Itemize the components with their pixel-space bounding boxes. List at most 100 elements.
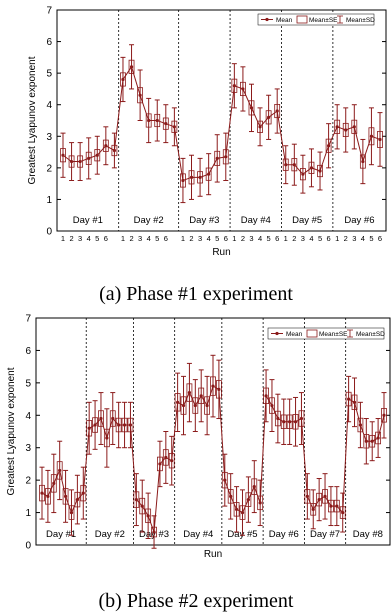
mean-marker xyxy=(270,403,274,408)
y-axis-label: Greatest Lyapunov exponent xyxy=(27,56,38,184)
run-tick-label: 6 xyxy=(104,234,108,243)
se-box xyxy=(192,397,199,414)
x-axis-label: Run xyxy=(212,247,230,258)
mean-marker xyxy=(335,504,339,508)
se-box xyxy=(210,376,216,396)
mean-marker xyxy=(258,125,262,129)
y-tick-label: 5 xyxy=(25,378,31,389)
se-box xyxy=(274,410,281,427)
day-label: Day #3 xyxy=(189,215,219,226)
mean-marker xyxy=(344,128,348,132)
run-tick-label: 6 xyxy=(378,234,382,243)
mean-marker xyxy=(63,494,68,498)
mean-marker xyxy=(104,144,108,148)
se-box xyxy=(137,87,144,104)
se-box xyxy=(299,168,306,181)
se-box xyxy=(56,461,63,480)
se-box xyxy=(92,417,98,433)
mean-marker xyxy=(246,498,250,502)
se-box xyxy=(85,151,92,165)
mean-marker xyxy=(81,491,85,495)
run-tick-label: 4 xyxy=(258,234,262,243)
se-box xyxy=(157,456,163,472)
se-box xyxy=(50,474,57,493)
se-box xyxy=(239,505,246,520)
se-box xyxy=(240,81,246,96)
legend-se-label: Mean±SE xyxy=(319,331,348,338)
mean-marker xyxy=(147,118,151,123)
se-box xyxy=(139,497,146,515)
legend-se-swatch xyxy=(296,15,308,24)
se-box xyxy=(186,383,193,402)
se-box xyxy=(342,122,349,138)
legend-mean-label: Mean xyxy=(286,331,303,338)
legend-mean-marker xyxy=(265,17,269,22)
mean-marker xyxy=(152,530,156,534)
day-label: Day #2 xyxy=(134,215,164,226)
y-tick-label: 7 xyxy=(46,6,52,17)
se-box xyxy=(322,489,328,504)
se-box xyxy=(381,408,387,423)
se-box xyxy=(351,394,358,411)
se-box xyxy=(162,449,169,466)
se-box xyxy=(375,431,382,445)
mean-marker xyxy=(323,494,327,498)
mean-marker xyxy=(364,439,368,443)
mean-marker xyxy=(361,159,365,164)
mean-marker xyxy=(275,109,279,113)
mean-marker xyxy=(215,156,219,160)
mean-marker xyxy=(249,106,254,110)
run-tick-label: 4 xyxy=(309,234,313,243)
se-box xyxy=(174,393,181,412)
se-box xyxy=(205,167,212,181)
run-tick-label: 4 xyxy=(207,234,211,243)
se-box xyxy=(310,503,317,516)
run-tick-label: 5 xyxy=(318,234,322,243)
mean-marker xyxy=(341,510,345,515)
run-tick-label: 3 xyxy=(198,234,202,243)
se-box xyxy=(316,492,323,507)
mean-marker xyxy=(199,394,203,398)
run-tick-label: 6 xyxy=(327,234,331,243)
se-box xyxy=(248,100,255,116)
se-box xyxy=(44,488,51,505)
plot-frame xyxy=(56,9,387,232)
se-box xyxy=(162,117,169,130)
mean-marker xyxy=(301,172,305,176)
se-box xyxy=(257,120,263,133)
run-tick-label: 3 xyxy=(138,234,142,243)
mean-marker xyxy=(87,426,91,430)
day-label: Day #6 xyxy=(344,215,374,226)
mean-marker xyxy=(229,494,233,498)
day-label: Day #1 xyxy=(73,215,103,226)
plot-frame xyxy=(35,317,391,546)
mean-marker xyxy=(46,494,50,498)
chart-panel-b: 0 1 2 3 4 5 6 7 Greatest Lyapunov exponent Day #1… xyxy=(6,314,391,560)
legend: Mean Mean±SE Mean±SD xyxy=(267,327,385,340)
se-box xyxy=(80,484,87,502)
mean-marker xyxy=(140,504,144,508)
mean-marker xyxy=(189,175,194,179)
day-label: Day #4 xyxy=(241,215,271,226)
day-label: Day #1 xyxy=(46,529,76,540)
se-box xyxy=(180,396,187,415)
mean-marker xyxy=(240,510,245,515)
mean-marker xyxy=(129,65,134,69)
day-label: Day #2 xyxy=(95,529,125,540)
mean-marker xyxy=(99,416,103,421)
mean-marker xyxy=(128,423,133,427)
mean-marker xyxy=(211,384,215,388)
run-tick-label: 2 xyxy=(241,234,245,243)
mean-marker xyxy=(224,155,228,159)
se-box xyxy=(60,148,66,163)
mean-marker xyxy=(370,439,374,443)
mean-marker xyxy=(111,416,115,421)
mean-marker xyxy=(299,416,304,421)
run-tick-label: 5 xyxy=(155,234,159,243)
mean-marker xyxy=(138,93,142,97)
mean-marker xyxy=(61,153,65,157)
legend-sd-label: Mean±SD xyxy=(346,17,375,24)
y-tick-label: 2 xyxy=(25,476,31,487)
